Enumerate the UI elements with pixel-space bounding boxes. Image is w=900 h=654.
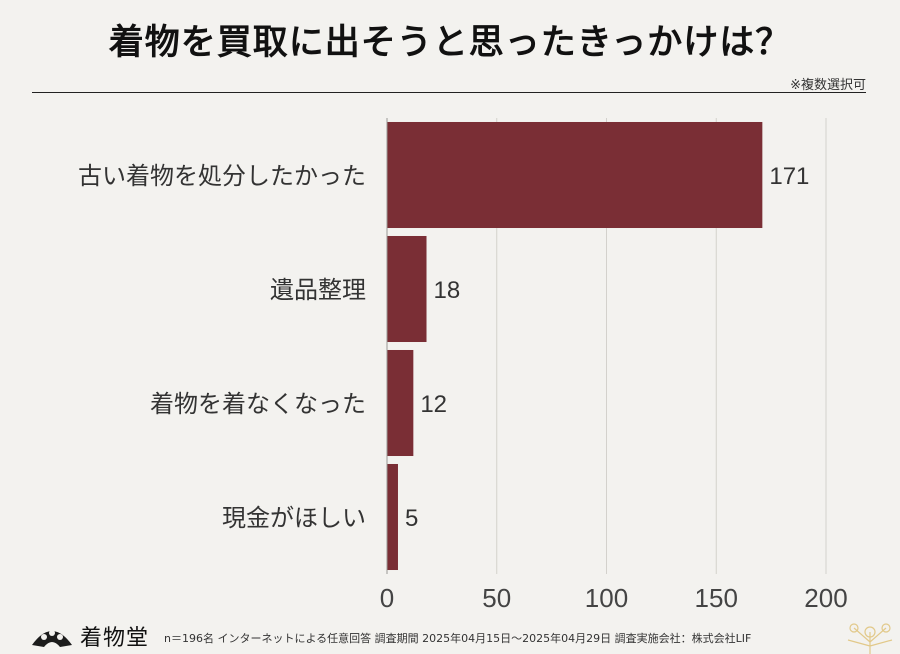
category-label: 現金がほしい	[222, 504, 366, 532]
brand-logo: 着物堂	[30, 620, 149, 652]
bar	[387, 349, 414, 457]
value-label: 5	[405, 505, 418, 532]
category-label: 着物を着なくなった	[150, 390, 366, 418]
bar	[387, 121, 763, 229]
bar	[387, 235, 427, 343]
brand-name: 着物堂	[80, 626, 150, 651]
bar	[387, 463, 398, 571]
x-tick-label: 50	[482, 583, 511, 613]
value-label: 171	[769, 163, 809, 190]
x-tick-label: 100	[585, 583, 628, 613]
title-divider	[32, 92, 866, 93]
x-tick-label: 150	[695, 583, 738, 613]
x-tick-label: 0	[380, 583, 394, 613]
footer: 着物堂 n＝196名 インターネットによる任意回答 調査期間 2025年04月1…	[0, 618, 900, 654]
value-label: 12	[420, 391, 447, 418]
fan-logo-icon	[30, 623, 74, 649]
value-label: 18	[434, 277, 461, 304]
category-label: 古い着物を処分したかった	[78, 162, 366, 190]
chart-title: 着物を買取に出そうと思ったきっかけは？	[108, 23, 792, 63]
survey-footnote: n＝196名 インターネットによる任意回答 調査期間 2025年04月15日〜2…	[164, 632, 752, 645]
flower-decoration-icon	[847, 623, 893, 654]
multiple-choice-note: ※複数選択可	[790, 78, 866, 93]
category-label: 遺品整理	[270, 276, 366, 304]
x-tick-label: 200	[804, 583, 847, 613]
